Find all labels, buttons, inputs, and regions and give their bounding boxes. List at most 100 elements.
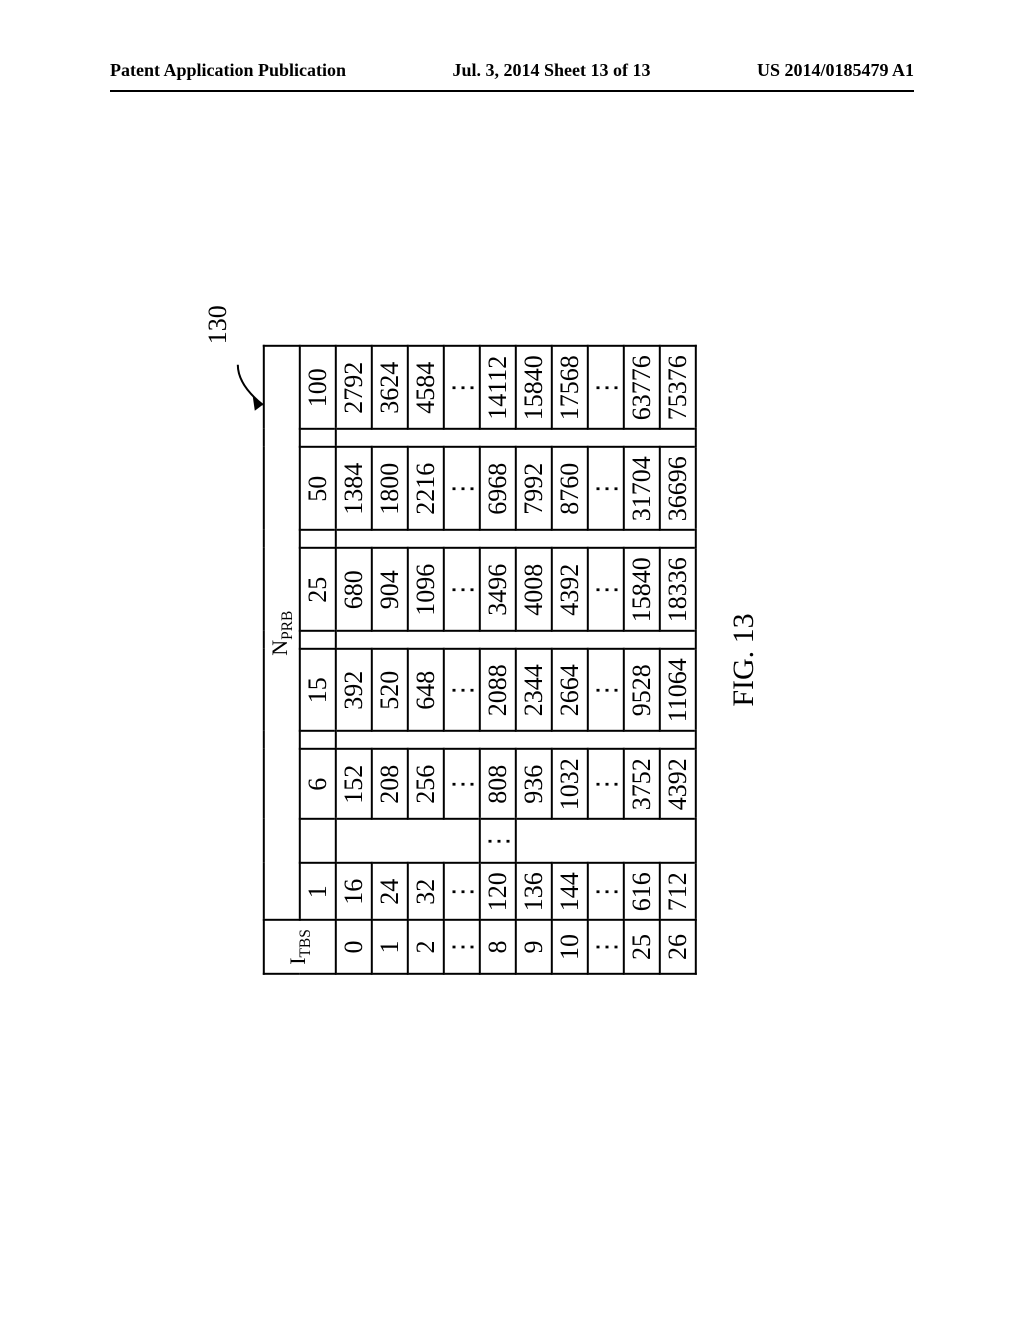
cell-itbs: 25 bbox=[624, 920, 660, 974]
cell: 616 bbox=[624, 863, 660, 920]
cell: 2088 bbox=[480, 649, 516, 731]
cell: 1032 bbox=[552, 749, 588, 819]
cell-itbs: 8 bbox=[480, 920, 516, 974]
cell: 808 bbox=[480, 749, 516, 819]
cell-itbs: ⋮ bbox=[588, 920, 624, 974]
col-gap bbox=[300, 631, 336, 649]
cell: 256 bbox=[408, 749, 444, 819]
cell: 208 bbox=[372, 749, 408, 819]
cell: 6968 bbox=[480, 447, 516, 530]
cell: 2216 bbox=[408, 447, 444, 530]
table-header-row-1: ITBS NPRB bbox=[264, 346, 300, 974]
cell: 904 bbox=[372, 548, 408, 631]
cell: 520 bbox=[372, 649, 408, 731]
cell: 4392 bbox=[660, 749, 696, 819]
figure-caption: FIG. 13 bbox=[727, 613, 761, 706]
cell: 3752 bbox=[624, 749, 660, 819]
cell: 392 bbox=[336, 649, 372, 731]
cell: ⋮ bbox=[588, 447, 624, 530]
col-header: 25 bbox=[300, 548, 336, 631]
reference-number: 130 bbox=[203, 305, 233, 344]
cell: 680 bbox=[336, 548, 372, 631]
cell: 3496 bbox=[480, 548, 516, 631]
gap-cell bbox=[336, 819, 480, 863]
col-header: 50 bbox=[300, 447, 336, 530]
cell: 136 bbox=[516, 863, 552, 920]
col-header: 6 bbox=[300, 749, 336, 819]
table-row: 0 16 152 392 680 1384 2792 bbox=[336, 346, 372, 974]
cell: 32 bbox=[408, 863, 444, 920]
cell: 31704 bbox=[624, 447, 660, 530]
nprb-header: NPRB bbox=[264, 346, 300, 920]
cell: 648 bbox=[408, 649, 444, 731]
cell: 36696 bbox=[660, 447, 696, 530]
cell: 1096 bbox=[408, 548, 444, 631]
cell: ⋮ bbox=[588, 749, 624, 819]
cell: ⋮ bbox=[588, 346, 624, 429]
cell: ⋮ bbox=[588, 649, 624, 731]
table-header-row-2: 1 6 15 25 50 100 bbox=[300, 346, 336, 974]
cell: 15840 bbox=[624, 548, 660, 631]
cell: 4584 bbox=[408, 346, 444, 429]
header-divider bbox=[110, 90, 914, 92]
figure-wrap: 130 ITBS NPRB 1 6 15 25 bbox=[263, 345, 761, 975]
cell: 2664 bbox=[552, 649, 588, 731]
col-gap bbox=[300, 731, 336, 749]
gap-cell bbox=[336, 731, 696, 749]
cell: 16 bbox=[336, 863, 372, 920]
cell: 15840 bbox=[516, 346, 552, 429]
cell: 2792 bbox=[336, 346, 372, 429]
cell: 75376 bbox=[660, 346, 696, 429]
cell: ⋮ bbox=[588, 548, 624, 631]
cell: 1384 bbox=[336, 447, 372, 530]
col-gap bbox=[300, 819, 336, 863]
cell: 712 bbox=[660, 863, 696, 920]
cell: ⋮ bbox=[444, 346, 480, 429]
gap-cell bbox=[336, 631, 696, 649]
cell: 18336 bbox=[660, 548, 696, 631]
col-gap bbox=[300, 530, 336, 548]
cell: ⋮ bbox=[444, 447, 480, 530]
cell: 8760 bbox=[552, 447, 588, 530]
cell: 152 bbox=[336, 749, 372, 819]
header-right: US 2014/0185479 A1 bbox=[757, 60, 914, 81]
cell: 120 bbox=[480, 863, 516, 920]
col-header: 15 bbox=[300, 649, 336, 731]
gap-cell bbox=[516, 819, 696, 863]
cell-itbs: 0 bbox=[336, 920, 372, 974]
cell-itbs: ⋮ bbox=[444, 920, 480, 974]
cell: ⋮ bbox=[444, 863, 480, 920]
figure-area: 130 ITBS NPRB 1 6 15 25 bbox=[263, 345, 761, 975]
cell: 14112 bbox=[480, 346, 516, 429]
gap-cell-vdots: ⋮ bbox=[480, 819, 516, 863]
page-header: Patent Application Publication Jul. 3, 2… bbox=[110, 60, 914, 81]
cell-itbs: 10 bbox=[552, 920, 588, 974]
reference-arrow-icon bbox=[233, 355, 273, 415]
cell: ⋮ bbox=[444, 649, 480, 731]
cell: 936 bbox=[516, 749, 552, 819]
cell-itbs: 2 bbox=[408, 920, 444, 974]
cell-itbs: 9 bbox=[516, 920, 552, 974]
cell: 11064 bbox=[660, 649, 696, 731]
cell-itbs: 1 bbox=[372, 920, 408, 974]
cell: 3624 bbox=[372, 346, 408, 429]
cell: ⋮ bbox=[444, 548, 480, 631]
header-left: Patent Application Publication bbox=[110, 60, 346, 81]
cell: 7992 bbox=[516, 447, 552, 530]
tbs-table: ITBS NPRB 1 6 15 25 50 100 bbox=[263, 345, 697, 975]
cell: 63776 bbox=[624, 346, 660, 429]
col-header: 1 bbox=[300, 863, 336, 920]
cell: 4008 bbox=[516, 548, 552, 631]
gap-cell bbox=[336, 429, 696, 447]
cell: 144 bbox=[552, 863, 588, 920]
cell: 9528 bbox=[624, 649, 660, 731]
cell: ⋮ bbox=[588, 863, 624, 920]
itbs-header: ITBS bbox=[264, 920, 336, 974]
cell: ⋮ bbox=[444, 749, 480, 819]
cell: 17568 bbox=[552, 346, 588, 429]
header-center: Jul. 3, 2014 Sheet 13 of 13 bbox=[453, 60, 651, 81]
cell: 1800 bbox=[372, 447, 408, 530]
cell: 2344 bbox=[516, 649, 552, 731]
table-body: 0 16 152 392 680 1384 2792 1 24 bbox=[336, 346, 696, 974]
cell: 4392 bbox=[552, 548, 588, 631]
